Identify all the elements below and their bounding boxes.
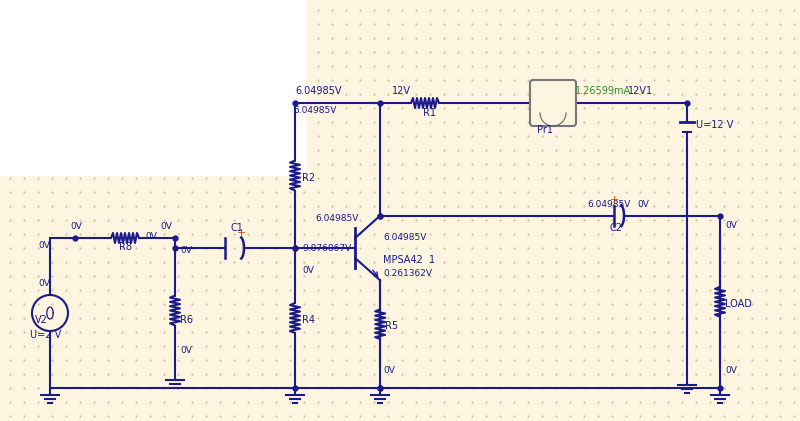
Text: 1.26599mA: 1.26599mA (575, 86, 631, 96)
FancyBboxPatch shape (530, 80, 576, 126)
Text: 9.876867V: 9.876867V (302, 244, 351, 253)
Text: LOAD: LOAD (725, 299, 752, 309)
Text: R5: R5 (386, 321, 398, 331)
Text: 6.04985V: 6.04985V (383, 233, 426, 242)
Text: 12V: 12V (392, 86, 411, 96)
Text: R1: R1 (423, 108, 437, 118)
Text: R4: R4 (302, 315, 315, 325)
Text: 0V: 0V (383, 366, 395, 375)
Text: MPSA42  1: MPSA42 1 (383, 255, 435, 265)
Text: 0V: 0V (725, 366, 737, 375)
Text: R8: R8 (118, 242, 131, 252)
Text: 12V1: 12V1 (628, 86, 653, 96)
Text: 0V: 0V (180, 246, 192, 255)
Text: 6.04985V: 6.04985V (315, 213, 358, 223)
Text: 0V: 0V (145, 232, 157, 241)
Text: 6.04985V: 6.04985V (295, 86, 342, 96)
Text: 0V: 0V (180, 346, 192, 355)
Text: C1: C1 (230, 223, 243, 233)
Text: 0V: 0V (38, 241, 50, 250)
Text: 6.04985V: 6.04985V (587, 200, 630, 208)
Text: Pr1: Pr1 (537, 125, 553, 135)
Text: 6.04985V: 6.04985V (293, 106, 336, 115)
Text: 0V: 0V (70, 222, 82, 231)
Text: U=12 V: U=12 V (696, 120, 734, 130)
Text: V2: V2 (35, 315, 48, 325)
Text: 0V: 0V (160, 222, 172, 231)
Text: C2: C2 (610, 223, 622, 232)
Text: R2: R2 (302, 173, 315, 182)
Text: 0V: 0V (725, 221, 737, 229)
Text: 0V: 0V (302, 266, 314, 275)
Text: R6: R6 (180, 315, 193, 325)
Text: 0.261362V: 0.261362V (383, 269, 432, 278)
Text: 0V: 0V (38, 279, 50, 288)
Text: U=2 V: U=2 V (30, 330, 62, 340)
Text: 0V: 0V (637, 200, 649, 208)
Text: +: + (237, 228, 246, 238)
Text: +: + (610, 195, 619, 205)
